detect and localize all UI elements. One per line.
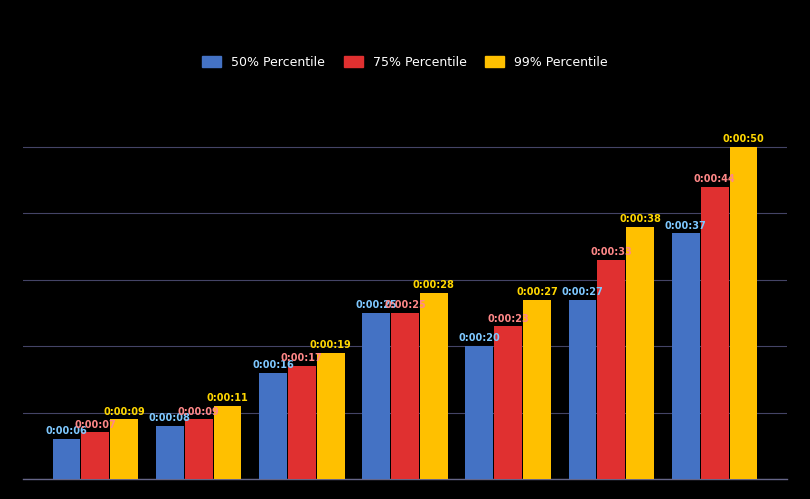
- Bar: [701, 187, 728, 479]
- Text: 0:00:44: 0:00:44: [694, 174, 735, 184]
- Bar: [259, 373, 287, 479]
- Bar: [671, 233, 700, 479]
- Text: 0:00:09: 0:00:09: [177, 407, 220, 417]
- Text: 0:00:17: 0:00:17: [281, 353, 322, 363]
- Text: 0:00:25: 0:00:25: [356, 300, 397, 310]
- Bar: [53, 439, 80, 479]
- Text: 0:00:06: 0:00:06: [45, 427, 87, 437]
- Text: 0:00:38: 0:00:38: [620, 214, 661, 224]
- Text: 0:00:09: 0:00:09: [104, 407, 145, 417]
- Bar: [523, 299, 551, 479]
- Text: 0:00:37: 0:00:37: [665, 221, 706, 231]
- Text: 0:00:33: 0:00:33: [590, 247, 633, 257]
- Bar: [110, 419, 139, 479]
- Bar: [626, 227, 654, 479]
- Text: 0:00:23: 0:00:23: [488, 313, 529, 323]
- Text: 0:00:08: 0:00:08: [149, 413, 190, 423]
- Bar: [569, 299, 596, 479]
- Bar: [391, 313, 419, 479]
- Text: 0:00:19: 0:00:19: [309, 340, 352, 350]
- Bar: [362, 313, 390, 479]
- Text: 0:00:50: 0:00:50: [723, 134, 765, 144]
- Text: 0:00:16: 0:00:16: [252, 360, 294, 370]
- Text: 0:00:27: 0:00:27: [516, 287, 558, 297]
- Bar: [494, 326, 522, 479]
- Text: 0:00:25: 0:00:25: [384, 300, 426, 310]
- Bar: [598, 260, 625, 479]
- Bar: [82, 433, 109, 479]
- Bar: [730, 147, 757, 479]
- Bar: [288, 366, 316, 479]
- Text: 0:00:07: 0:00:07: [75, 420, 116, 430]
- Bar: [214, 406, 241, 479]
- Bar: [317, 353, 344, 479]
- Text: 0:00:28: 0:00:28: [413, 280, 455, 290]
- Bar: [420, 293, 448, 479]
- Text: 0:00:27: 0:00:27: [561, 287, 603, 297]
- Bar: [466, 346, 493, 479]
- Text: 0:00:20: 0:00:20: [458, 333, 501, 343]
- Legend: 50% Percentile, 75% Percentile, 99% Percentile: 50% Percentile, 75% Percentile, 99% Perc…: [196, 50, 614, 75]
- Text: 0:00:11: 0:00:11: [207, 393, 249, 403]
- Bar: [156, 426, 184, 479]
- Bar: [185, 419, 212, 479]
